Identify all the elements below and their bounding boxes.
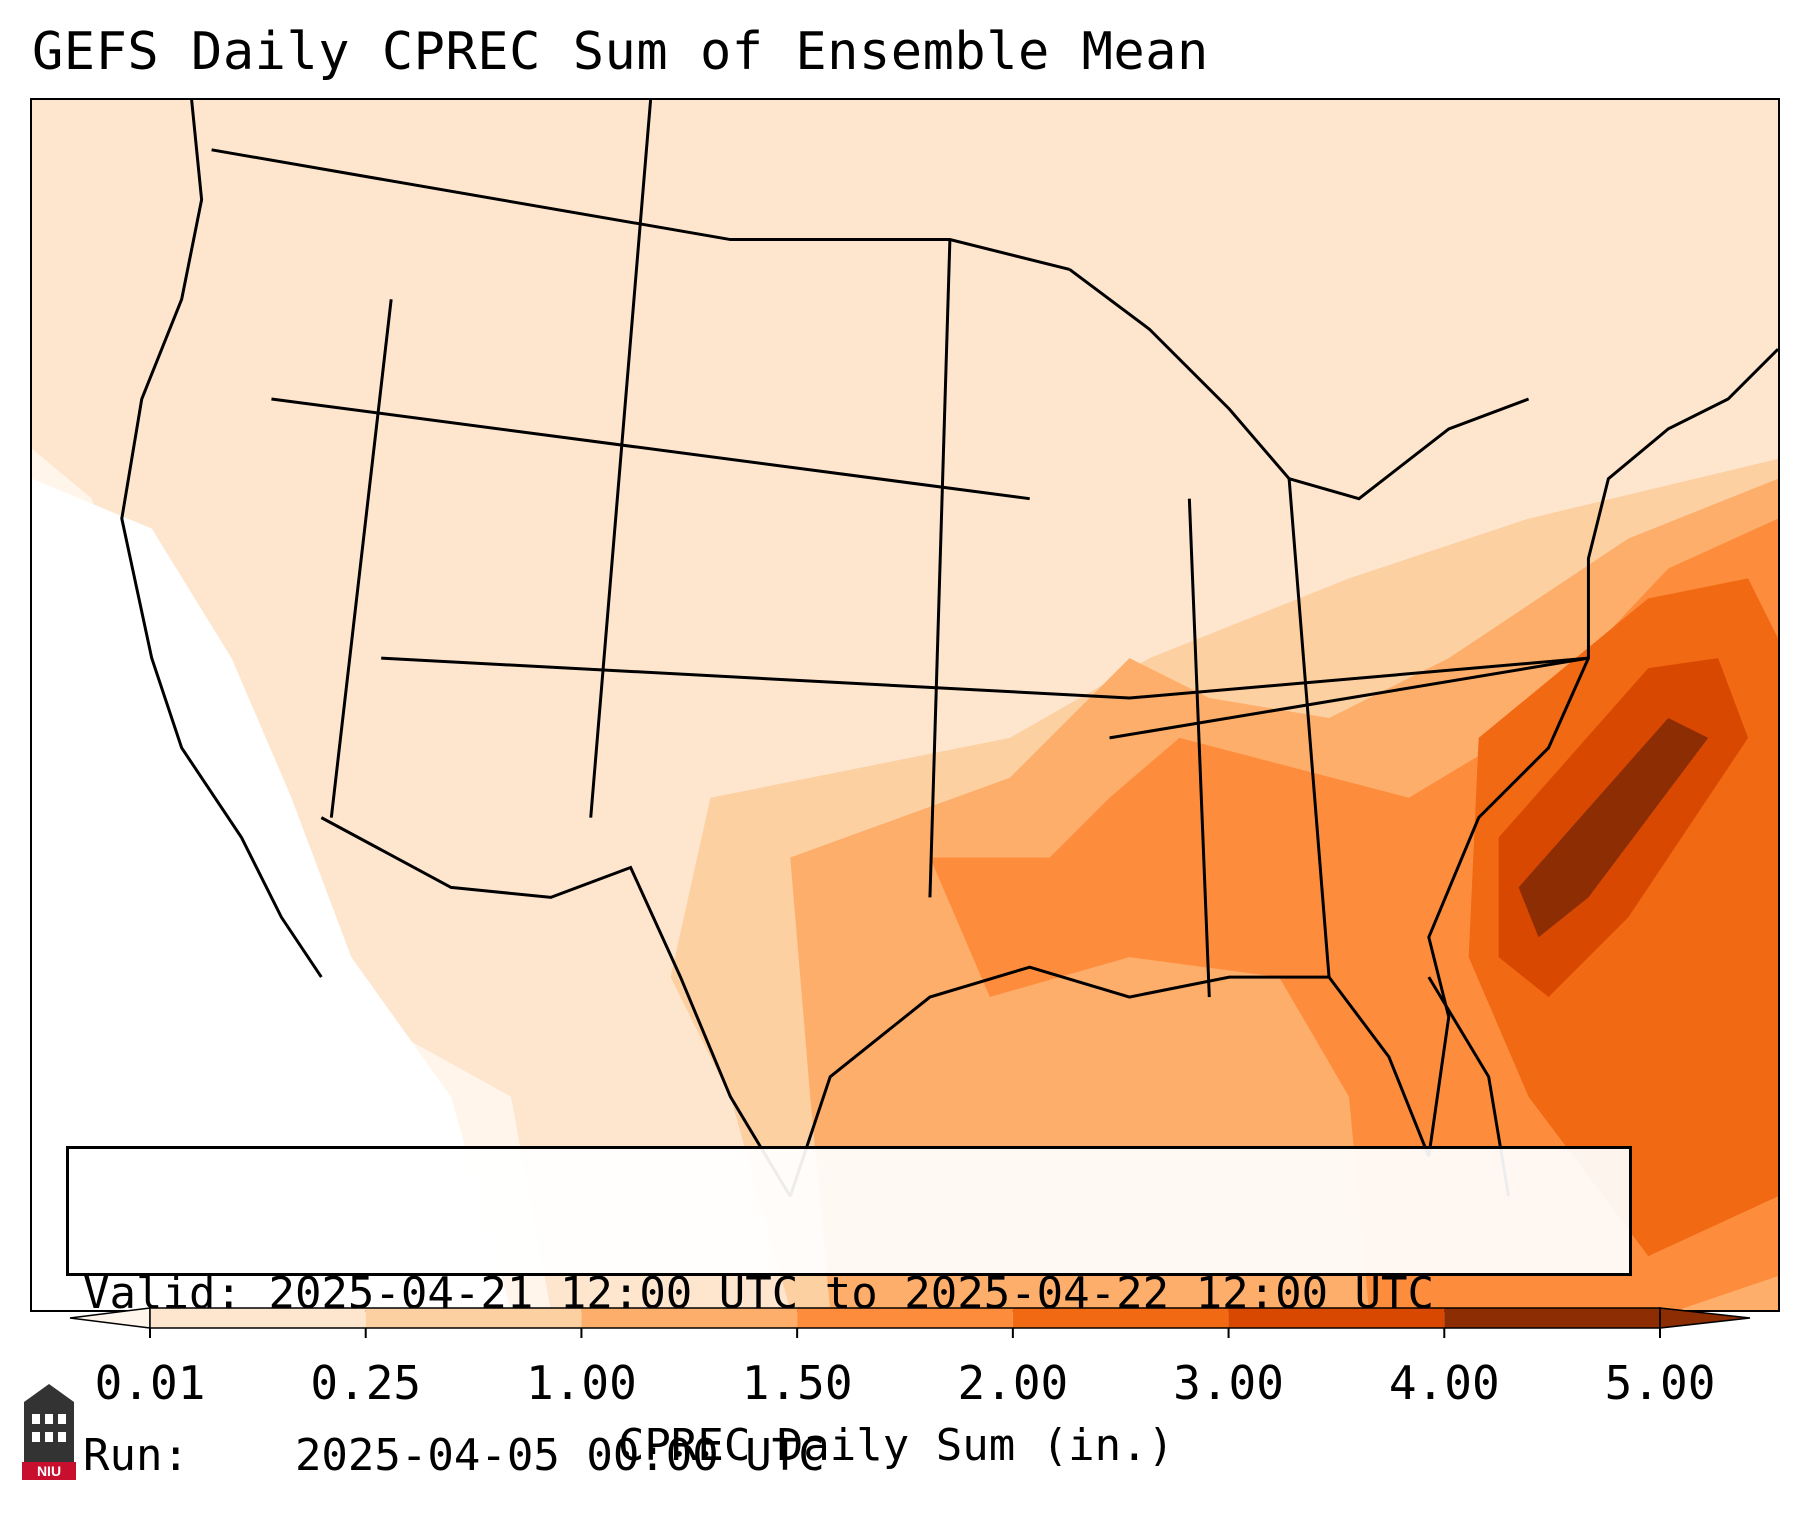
niu-logo: NIU [22,1384,76,1480]
colorbar [69,1307,1751,1338]
state-line-3 [589,100,653,818]
colorbar-segment [797,1308,1013,1328]
colorbar-extend-high [1659,1307,1751,1329]
state-line-2 [381,656,1589,700]
colorbar-segment [365,1308,582,1328]
state-boundaries [120,100,1778,1198]
colorbar-tick-label: 2.00 [957,1356,1069,1410]
us-west-coast [120,100,323,978]
colorbar-tick-label: 0.25 [310,1356,422,1410]
colorbar-tick-label: 3.00 [1173,1356,1284,1410]
colorbar-ticks [149,1328,1661,1338]
us-northern-border [211,148,1070,271]
state-line-7 [329,299,393,818]
colorbar-label: CPREC Daily Sum (in.) [617,1420,1175,1471]
run-label: Run: [83,1430,189,1481]
colorbar-segment [1012,1308,1229,1328]
colorbar-tick-label: 5.00 [1604,1356,1716,1410]
colorbar-segment [581,1308,798,1328]
gulf-coast [788,965,1431,1197]
shade-max [1518,717,1709,938]
logo-text: NIU [37,1463,61,1479]
state-line-6 [1109,656,1589,740]
colorbar-tick-label: 1.50 [741,1356,853,1410]
run-value: 2025-04-05 00:00 UTC [294,1430,825,1481]
state-line-1 [271,397,1030,501]
state-line-4 [928,239,952,898]
colorbar-segments [69,1307,1751,1329]
precip-map [32,100,1778,1310]
map-panel [30,98,1780,1312]
colorbar-tick-label: 4.00 [1388,1356,1500,1410]
colorbar-tick-label: 0.01 [94,1356,206,1410]
run-info-box: Valid: 2025-04-21 12:00 UTC to 2025-04-2… [66,1146,1632,1481]
colorbar-segment [1444,1308,1660,1328]
state-line-8 [1287,478,1331,978]
colorbar-extend-low [69,1307,151,1329]
colorbar-tick-label: 1.00 [526,1356,637,1410]
map-title: GEFS Daily CPREC Sum of Ensemble Mean [32,22,1209,82]
precip-shading [32,100,1778,1310]
colorbar-segment [1228,1308,1445,1328]
run-row: Run: 2025-04-05 00:00 UTC [83,1429,1615,1483]
state-line-5 [1187,498,1211,998]
colorbar-segment [150,1308,366,1328]
us-mexico-border [320,816,792,1198]
colorbar-outline [149,1307,1661,1329]
